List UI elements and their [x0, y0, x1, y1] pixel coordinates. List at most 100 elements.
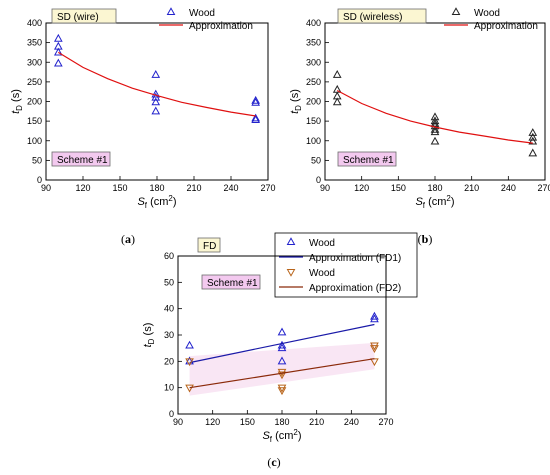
- panel-c-y-tick-label-5: 50: [164, 277, 174, 287]
- panel-a-label-box-text: SD (wire): [57, 12, 99, 23]
- panel-b-x-axis-label-sub: f: [423, 201, 426, 210]
- panel-c-y-axis-label: tD (s): [142, 323, 156, 348]
- panel-a-y-axis-label-sub: D: [15, 105, 24, 111]
- panel-c-scheme-box-text: Scheme #1: [207, 278, 258, 289]
- panel-a-x-tick-label-1: 120: [75, 183, 90, 193]
- panel-c-series-1-line: [189, 323, 375, 364]
- panel-b-x-tick-label-3: 180: [427, 183, 442, 193]
- panel-b-series-0-point-14: [528, 148, 538, 157]
- panel-b-series-0-point-0: [332, 70, 342, 78]
- panel-c-series-0-point-5: [277, 356, 287, 365]
- panel-c-x-tick-label-0: 90: [173, 417, 183, 427]
- panel-a-y-tick-label-1: 50: [32, 155, 42, 165]
- panel-b-y-tick-label-7: 350: [306, 38, 321, 48]
- panel-a-x-axis-label-close: ): [173, 196, 177, 208]
- panel-c-series-2-point-3: [277, 371, 287, 380]
- panel-c-x-axis-label-sup: 2: [293, 428, 298, 437]
- panel-a-y-axis-label: tD (s): [10, 89, 24, 114]
- panel-a-x-tick-label-4: 210: [186, 183, 201, 193]
- panel-a-legend-0-label: Wood: [189, 8, 215, 19]
- panel-c-y-tick-label-6: 60: [164, 251, 174, 261]
- panel-c-x-tick-label-6: 270: [378, 417, 393, 427]
- panel-a-y-tick-label-7: 350: [27, 38, 42, 48]
- panel-c-label-box: [197, 237, 221, 253]
- panel-b-x-tick-label-1: 120: [354, 183, 369, 193]
- panel-a-x-axis-label-sub: f: [145, 201, 148, 210]
- panel-b-scheme-box: [337, 151, 397, 167]
- panel-a-legend-0-swatch: [166, 7, 176, 16]
- panel-a-legend-1-label: Approximation: [189, 21, 253, 32]
- panel-a-y-tick-label-8: 400: [27, 18, 42, 28]
- panel-b-y-axis-label-sub: D: [294, 105, 303, 111]
- panel-b-chart: 90 120 150 180 210 240 270 0 50 100 150 200 250 300 35…: [289, 7, 550, 210]
- panel-a-x-axis-label-main: S: [137, 196, 145, 208]
- panel-a-y-tick-label-2: 100: [27, 136, 42, 146]
- panel-c-legend-3-label: Approximation (FD2): [309, 283, 401, 294]
- panel-c-series-0-point-6: [370, 311, 379, 320]
- panel-a-y-tick-label-4: 200: [27, 97, 42, 107]
- panel-b-y-tick-label-3: 150: [306, 116, 321, 126]
- panel-b-legend-1-label: Approximation: [474, 21, 538, 32]
- panel-a-x-axis-label-unit: (cm: [147, 196, 168, 208]
- panel-a-y-tick-label-0: 0: [37, 175, 42, 185]
- panel-a-series-0-point-6: [151, 92, 161, 101]
- panel-a-series-0-point-2: [53, 47, 63, 56]
- panel-b-caption: (b): [418, 232, 433, 246]
- panel-b-series-0-point-5: [430, 116, 440, 125]
- panel-a-x-tick-label-5: 240: [223, 183, 238, 193]
- panel-c-series-2-point-0: [185, 358, 194, 367]
- panel-c-x-axis-label-sub: f: [270, 435, 273, 444]
- panel-c-series-2-point-8: [370, 358, 379, 367]
- panel-c-x-axis-label: Sf (cm2): [262, 428, 301, 444]
- panel-b-x-axis-label: Sf (cm2): [415, 194, 454, 210]
- panel-c-x-axis-label-unit: (cm: [272, 430, 293, 442]
- panel-b-y-tick-label-8: 400: [306, 18, 321, 28]
- panel-a-series-0-point-12: [251, 115, 261, 123]
- panel-c-series-0-point-3: [277, 340, 287, 349]
- panel-c-legend-2-label: Wood: [309, 268, 335, 279]
- panel-c-series-2-point-6: [370, 342, 379, 351]
- panel-b-label-box-text: SD (wireless): [343, 12, 402, 23]
- panel-c-caption: (c): [267, 455, 280, 469]
- panel-c-y-tick-label-2: 20: [164, 356, 174, 366]
- panel-c-x-tick-label-4: 210: [309, 417, 324, 427]
- panel-a-series-1-line: [57, 51, 256, 117]
- panel-a-series-0-point-4: [151, 70, 161, 78]
- panel-b-y-tick-label-4: 200: [306, 97, 321, 107]
- panel-b-series-0-point-12: [528, 132, 538, 141]
- panel-a-series-0-point-10: [251, 97, 261, 106]
- panel-a-label-box: [51, 8, 117, 24]
- panel-c-y-tick-label-0: 0: [169, 409, 174, 419]
- panel-b-y-tick-label-2: 100: [306, 136, 321, 146]
- panel-b-y-axis-label: tD (s): [289, 89, 303, 114]
- panel-c-y-tick-label-4: 40: [164, 304, 174, 314]
- panel-c-legend-1-label: Approximation (FD1): [309, 253, 401, 264]
- panel-a-series-0-point-3: [53, 58, 63, 67]
- panel-c-series-0-point-4: [277, 343, 287, 352]
- panel-c-y-axis-label-main: t: [142, 343, 154, 347]
- panel-b-x-axis-label-close: ): [451, 196, 455, 208]
- panel-b-y-tick-label-5: 250: [306, 77, 321, 87]
- panel-c-legend-0-swatch: [286, 237, 296, 246]
- panel-c-series-0-point-0: [185, 340, 194, 349]
- panel-a-x-tick-label-2: 150: [112, 183, 127, 193]
- panel-b-x-tick-label-4: 210: [464, 183, 479, 193]
- panel-b-x-tick-label-2: 150: [391, 183, 406, 193]
- panel-b-label-box: [337, 8, 427, 24]
- panel-c-label-box-text: FD: [203, 241, 216, 252]
- panel-c-series-2-point-5: [277, 387, 287, 396]
- panel-c-x-axis-label-close: ): [298, 430, 302, 442]
- panel-b-legend-0-label: Wood: [474, 8, 500, 19]
- panel-c-series-3-line: [189, 358, 375, 389]
- panel-b-x-axis-label-main: S: [415, 196, 423, 208]
- panel-b-series-0-point-13: [528, 136, 538, 145]
- panel-a-y-tick-label-5: 250: [27, 77, 42, 87]
- panel-b-x-tick-label-6: 270: [537, 183, 550, 193]
- panel-a-series-0-point-7: [151, 97, 161, 106]
- panel-c-legend-2-swatch: [286, 268, 296, 277]
- panel-a-series-0-point-0: [53, 33, 63, 42]
- panel-c-x-tick-label-3: 180: [274, 417, 289, 427]
- panel-b-y-tick-label-1: 50: [311, 155, 321, 165]
- panel-a-y-axis-label-unit: (s): [10, 89, 22, 105]
